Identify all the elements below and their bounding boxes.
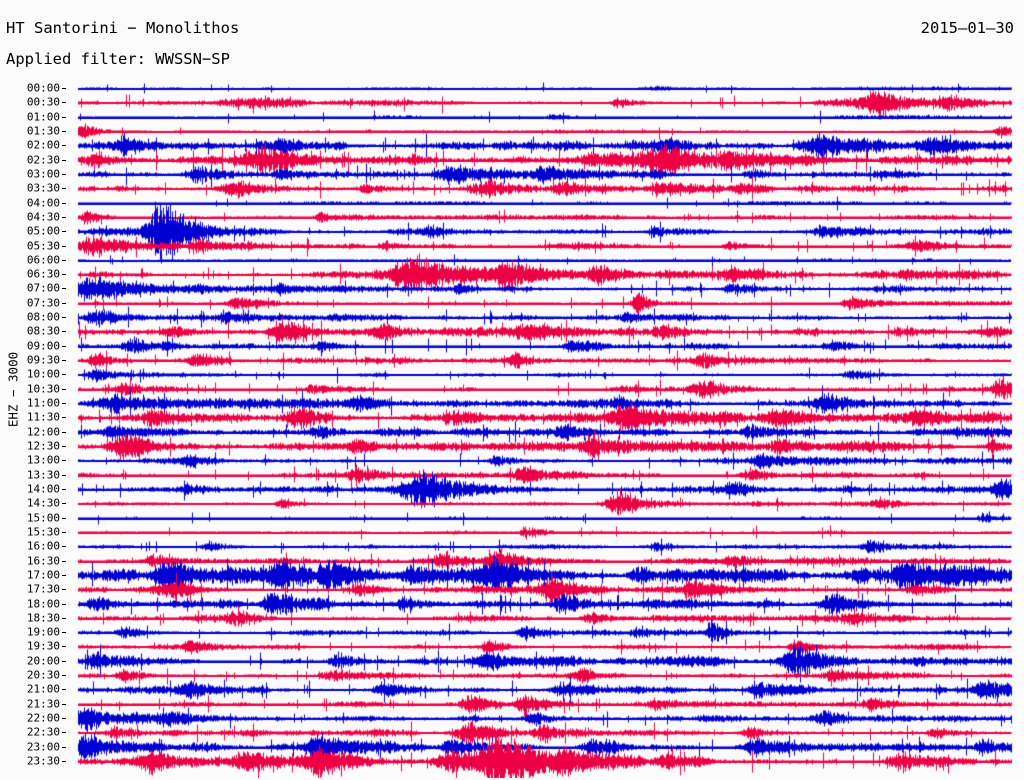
record-date: 2015–01–30	[920, 19, 1014, 37]
seismogram-canvas	[0, 78, 1024, 778]
page-title: HT Santorini − Monolithos	[6, 19, 240, 37]
applied-filter-label: Applied filter: WWSSN−SP	[6, 50, 230, 68]
